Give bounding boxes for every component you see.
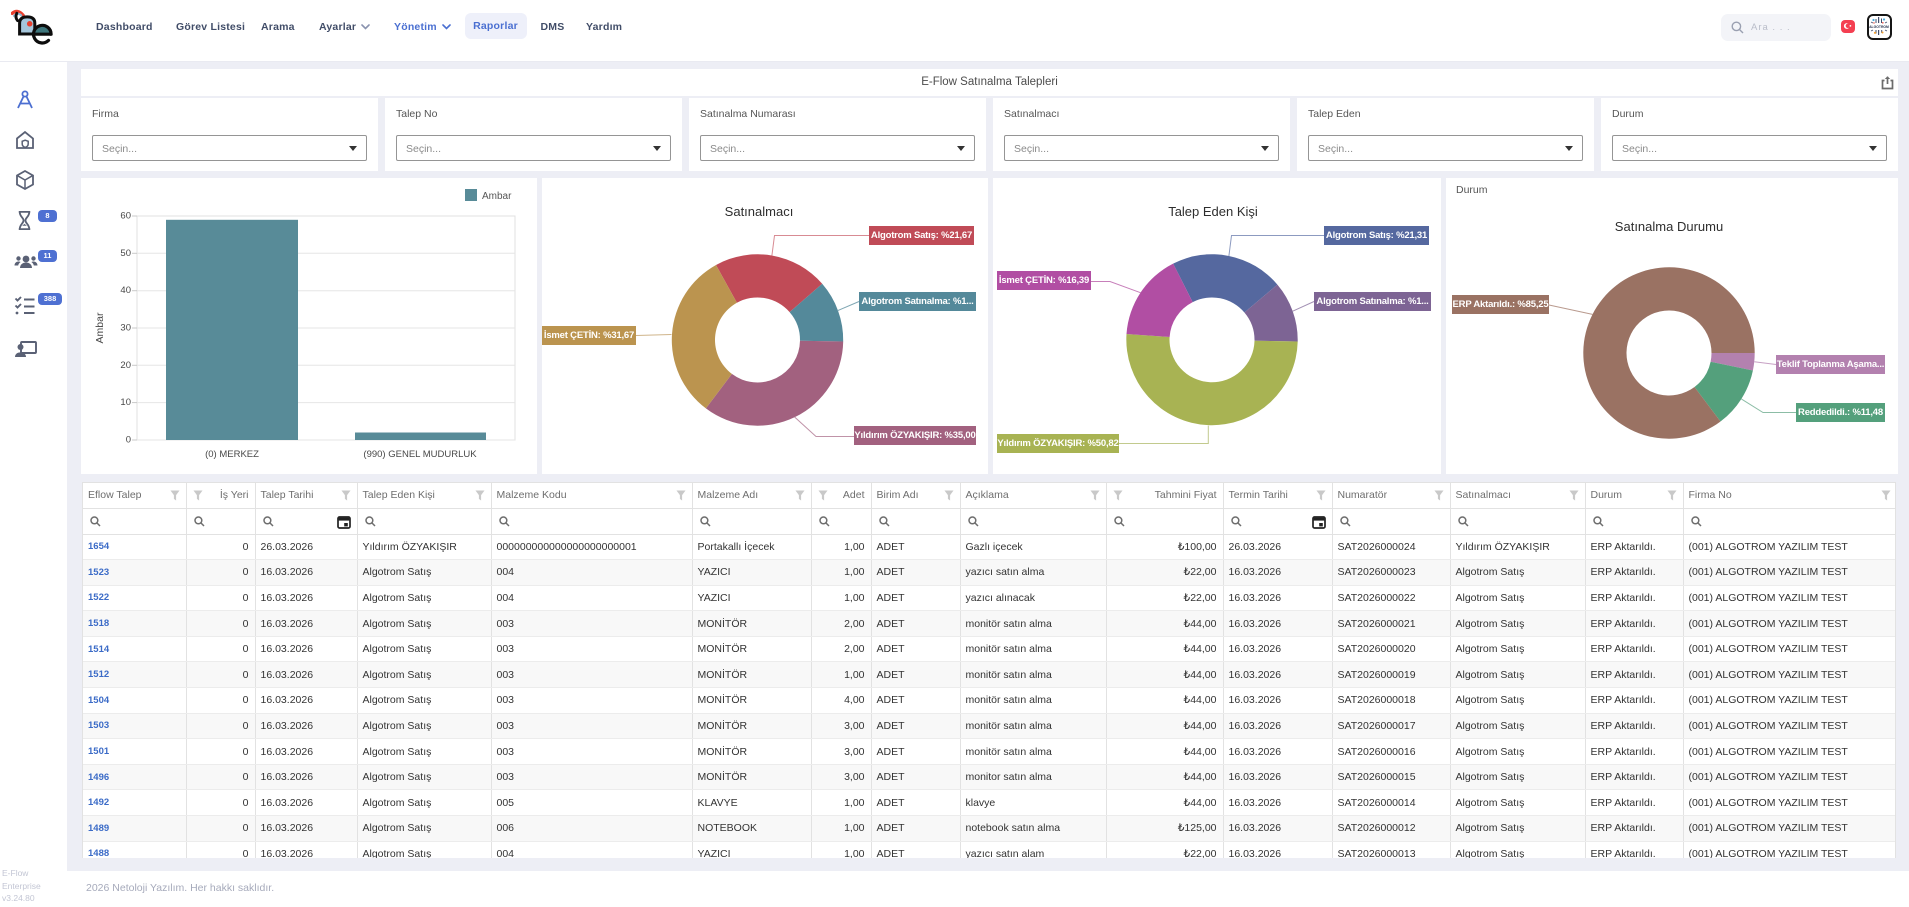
svg-text:50: 50 xyxy=(120,248,131,259)
svg-text:40: 40 xyxy=(120,285,131,296)
svg-text:0: 0 xyxy=(126,435,131,446)
svg-text:60: 60 xyxy=(120,211,131,222)
svg-text:(990) GENEL MUDURLUK: (990) GENEL MUDURLUK xyxy=(363,449,477,460)
svg-text:Ambar: Ambar xyxy=(482,191,512,202)
svg-text:ALGOTROM: ALGOTROM xyxy=(1869,25,1889,29)
svg-text:Ambar: Ambar xyxy=(94,312,106,343)
svg-text:10: 10 xyxy=(120,397,131,408)
svg-text:20: 20 xyxy=(120,360,131,371)
svg-text:(0) MERKEZ: (0) MERKEZ xyxy=(205,449,259,460)
svg-text:30: 30 xyxy=(120,323,131,334)
